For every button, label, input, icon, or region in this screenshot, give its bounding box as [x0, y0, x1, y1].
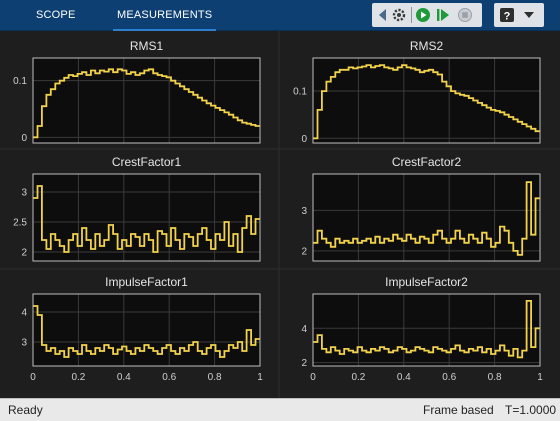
- help-iconbar: ?: [494, 3, 544, 27]
- simulation-iconbar: [372, 3, 482, 27]
- impulsefactor1-xtick-label: 0.2: [71, 372, 85, 383]
- crestfactor1-title: CrestFactor1: [112, 155, 182, 169]
- crestfactor1-frame: [32, 173, 261, 262]
- impulsefactor1-axes: [33, 294, 260, 366]
- crestfactor1-ytick-label: 2.5: [13, 218, 27, 229]
- impulsefactor2-ytick-label: 4: [301, 324, 307, 335]
- crestfactor2-ytick-label: 2: [301, 246, 307, 257]
- rms1-trace: [33, 68, 260, 139]
- rms2-ytick-label: 0: [301, 134, 307, 145]
- impulsefactor2-xtick-label: 0.6: [442, 372, 456, 383]
- svg-text:?: ?: [504, 10, 511, 22]
- status-bar: Ready Frame based T=1.0000: [0, 398, 560, 421]
- rms2-axes: [313, 58, 540, 143]
- impulsefactor1-ytick-label: 3: [21, 338, 27, 349]
- crestfactor1-ytick-label: 3: [21, 188, 27, 199]
- toolbar-separator: [411, 7, 412, 23]
- impulsefactor1-title: ImpulseFactor1: [105, 275, 188, 289]
- impulsefactor2-trace: [313, 300, 540, 359]
- impulsefactor2-title: ImpulseFactor2: [385, 275, 468, 289]
- plot-area: RMS1 0 0.1 RMS2 0 0.1 CrestFactor1 2 2.5 3 CrestFa…: [0, 31, 560, 398]
- crestfactor2-trace: [313, 181, 540, 256]
- impulsefactor2-frame: [312, 293, 541, 367]
- stop-icon[interactable]: [456, 6, 474, 24]
- crestfactor2-frame: [312, 173, 541, 262]
- rms1-axes: [33, 58, 260, 143]
- crestfactor2-title: CrestFactor2: [392, 155, 462, 169]
- crestfactor2-axes: [313, 174, 540, 261]
- crestfactor1-axes: [33, 174, 260, 261]
- impulsefactor1-xtick-label: 1: [257, 372, 263, 383]
- left-arrow-icon[interactable]: [374, 6, 392, 24]
- crestfactor1-trace: [33, 185, 260, 253]
- run-icon[interactable]: [414, 6, 432, 24]
- help-icon[interactable]: ?: [498, 6, 516, 24]
- impulsefactor1-xtick-label: 0: [30, 372, 36, 383]
- scope-plots: RMS1 0 0.1 RMS2 0 0.1 CrestFactor1 2 2.5 3 CrestFa…: [0, 31, 560, 398]
- impulsefactor1-xtick-label: 0.4: [117, 372, 131, 383]
- impulsefactor2-axes: [313, 294, 540, 366]
- rms1-frame: [32, 57, 261, 144]
- rms2-ytick-label: 0.1: [293, 87, 307, 98]
- tab-scope[interactable]: SCOPE: [36, 9, 76, 21]
- status-time: T=1.0000: [505, 403, 557, 417]
- expand-icon[interactable]: [520, 6, 538, 24]
- crestfactor2-ytick-label: 3: [301, 206, 307, 217]
- impulsefactor2-xtick-label: 0.2: [351, 372, 365, 383]
- impulsefactor1-ytick-label: 4: [21, 308, 27, 319]
- status-frame-mode: Frame based: [423, 403, 494, 417]
- rms2-frame: [312, 57, 541, 144]
- impulsefactor1-frame: [32, 293, 261, 367]
- crestfactor1-ytick-label: 2: [21, 248, 27, 259]
- tab-measurements[interactable]: MEASUREMENTS: [112, 9, 217, 31]
- impulsefactor2-xtick-label: 0: [310, 372, 316, 383]
- impulsefactor2-xtick-label: 0.4: [397, 372, 411, 383]
- settings-gear-icon[interactable]: [390, 6, 408, 24]
- rms2-trace: [313, 64, 540, 140]
- rms1-ytick-label: 0.1: [13, 76, 27, 87]
- rms1-title: RMS1: [130, 39, 164, 53]
- step-forward-icon[interactable]: [434, 6, 452, 24]
- impulsefactor2-xtick-label: 0.8: [488, 372, 502, 383]
- impulsefactor1-xtick-label: 0.6: [162, 372, 176, 383]
- status-ready: Ready: [8, 403, 43, 417]
- impulsefactor1-trace: [33, 305, 260, 358]
- rms1-ytick-label: 0: [21, 133, 27, 144]
- impulsefactor2-xtick-label: 1: [537, 372, 543, 383]
- impulsefactor1-xtick-label: 0.8: [208, 372, 222, 383]
- impulsefactor2-ytick-label: 2: [301, 358, 307, 369]
- toolstrip: SCOPE MEASUREMENTS: [0, 0, 560, 31]
- rms2-title: RMS2: [410, 39, 444, 53]
